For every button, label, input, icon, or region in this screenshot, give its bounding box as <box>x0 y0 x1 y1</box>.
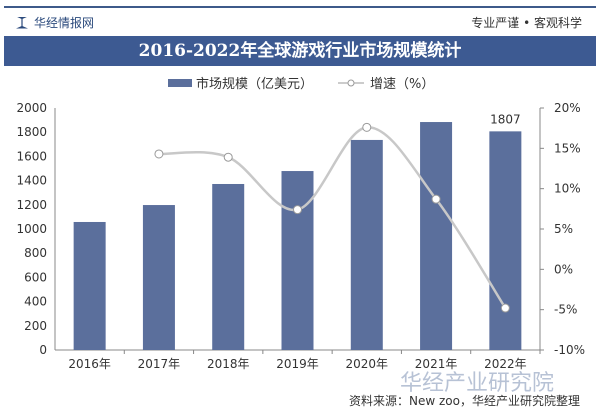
growth-point <box>223 152 233 162</box>
x-tick-label: 2021年 <box>415 357 458 371</box>
watermark: 华经产业研究院 <box>400 371 555 396</box>
legend-line-label: 增速（%） <box>370 77 434 92</box>
left-tick-label: 200 <box>24 319 47 333</box>
data-label: 1807 <box>490 112 521 126</box>
bar-2019年 <box>281 171 314 350</box>
growth-point <box>293 205 302 215</box>
growth-point <box>154 149 164 159</box>
bar-2021年 <box>420 122 453 350</box>
right-tick-label: -5% <box>554 303 577 317</box>
top-rule <box>4 6 596 8</box>
left-tick-label: 600 <box>24 270 47 284</box>
left-tick-label: 1800 <box>16 125 47 139</box>
x-tick-label: 2016年 <box>68 357 111 371</box>
right-tick-label: 10% <box>554 182 581 196</box>
bar-2016年 <box>73 221 106 350</box>
bar-2017年 <box>142 205 175 350</box>
left-tick-label: 2000 <box>16 101 47 115</box>
growth-point <box>431 194 441 204</box>
x-tick-label: 2019年 <box>276 357 319 371</box>
legend-bar-swatch <box>168 79 192 87</box>
bar-2018年 <box>212 183 245 350</box>
left-tick-label: 800 <box>24 246 47 260</box>
chart-title: 2016-2022年全球游戏行业市场规模统计 <box>4 36 596 66</box>
left-tick-label: 1200 <box>16 198 47 212</box>
right-tick-label: -10% <box>554 343 585 357</box>
left-tick-label: 0 <box>39 343 47 357</box>
source-note: 资料来源：New zoo，华经产业研究院整理 <box>349 394 580 408</box>
x-tick-label: 2020年 <box>346 357 389 371</box>
x-tick-label: 2018年 <box>207 357 250 371</box>
left-tick-label: 1000 <box>16 222 47 236</box>
left-tick-label: 1600 <box>16 149 47 163</box>
x-tick-label: 2022年 <box>484 357 527 371</box>
growth-line <box>158 126 507 309</box>
slogan: 专业严谨 • 客观科学 <box>471 16 582 30</box>
right-tick-label: 0% <box>554 262 573 276</box>
x-tick-label: 2017年 <box>138 357 181 371</box>
left-tick-label: 400 <box>24 295 47 309</box>
right-tick-label: 15% <box>554 141 581 155</box>
bar-2020年 <box>350 139 383 350</box>
growth-point <box>500 303 510 313</box>
bar-2022年 <box>489 131 522 350</box>
brand-name: 华经情报网 <box>34 16 95 30</box>
right-tick-label: 20% <box>554 101 581 115</box>
left-tick-label: 1400 <box>16 174 47 188</box>
right-tick-label: 5% <box>554 222 573 236</box>
growth-point <box>362 122 372 132</box>
legend-bar-label: 市场规模（亿美元） <box>196 76 313 92</box>
brand: 华经情报网 <box>16 14 94 31</box>
legend-line-marker <box>347 79 355 87</box>
